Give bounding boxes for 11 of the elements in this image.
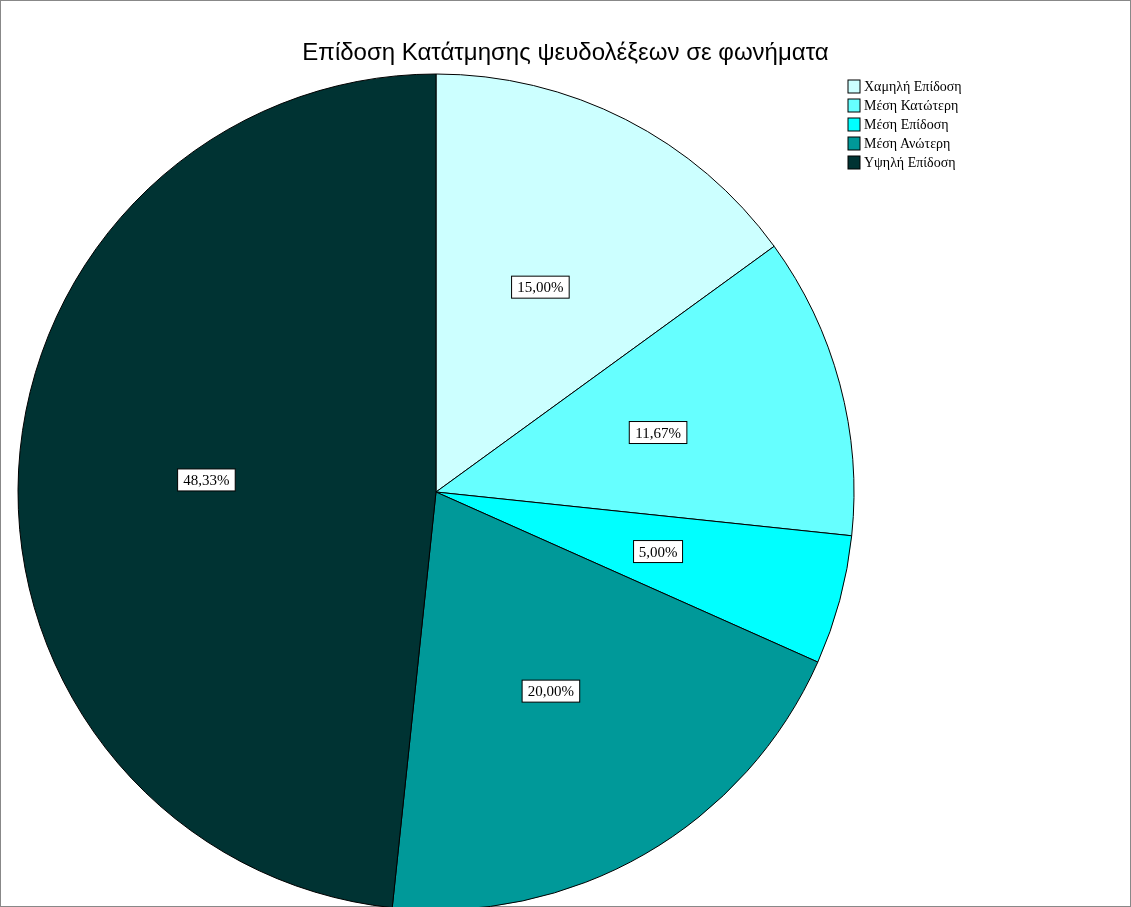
chart-title: Επίδοση Κατάτμησης ψευδολέξεων σε φωνήματα (302, 38, 829, 65)
data-label: 5,00% (638, 543, 678, 560)
data-label: 11,67% (635, 424, 681, 441)
data-label: 15,00% (517, 279, 564, 296)
legend-label: Μέση Ανώτερη (864, 136, 951, 151)
legend-label: Μέση Επίδοση (864, 117, 949, 132)
legend-label: Υψηλή Επίδοση (864, 155, 956, 170)
legend-label: Χαμηλή Επίδοση (864, 79, 962, 94)
data-label: 48,33% (183, 471, 230, 488)
data-label: 20,00% (527, 683, 575, 700)
legend-label: Μέση Κατώτερη (864, 98, 959, 113)
